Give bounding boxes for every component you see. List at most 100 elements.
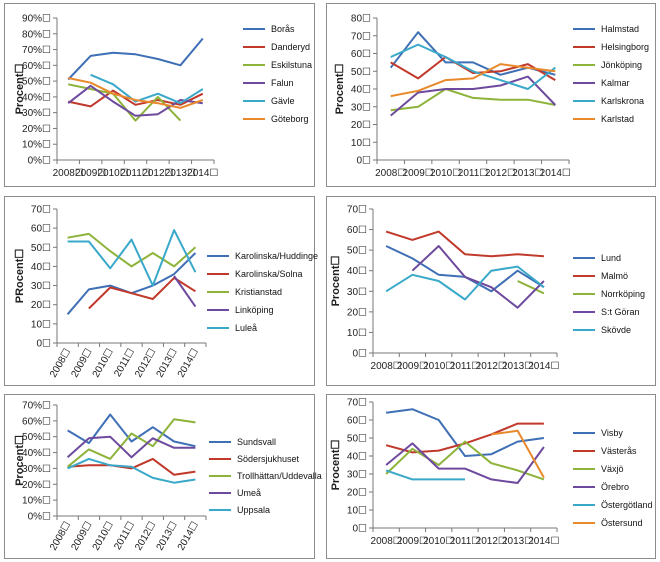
legend-swatch xyxy=(573,504,595,506)
legend-swatch xyxy=(573,46,595,48)
legend-label: Östersund xyxy=(601,518,643,528)
y-axis-title: Procent☐ xyxy=(14,63,26,114)
x-tick-label: 2012☐ xyxy=(485,168,516,179)
y-tick-label: 10☐ xyxy=(31,319,51,330)
legend-label: Södersjukhuset xyxy=(237,454,300,464)
x-tick-label: 2010☐ xyxy=(97,168,128,179)
legend-label: Halmstad xyxy=(601,24,640,34)
x-tick-label: 2008☐ xyxy=(53,168,84,179)
y-axis-title: Procent☐ xyxy=(334,63,346,114)
chart-svg: 0☐ 10☐ 20☐ 30☐ 40☐ 50☐ 60☐ 70☐ Procent☐ 2008☐2009… xyxy=(330,205,559,373)
legend-swatch xyxy=(573,82,595,84)
series-line-sk-vde xyxy=(385,265,545,301)
x-tick-label: 2014☐ xyxy=(528,361,559,372)
legend-label: Kristianstad xyxy=(235,287,283,297)
legend-swatch xyxy=(243,118,265,120)
x-tick-label: 2010☐ xyxy=(91,520,116,553)
y-tick-label: 20☐ xyxy=(351,120,371,131)
legend-label: Jönköping xyxy=(601,60,643,70)
y-tick-label: 0☐ xyxy=(36,339,51,350)
legend-swatch xyxy=(243,46,265,48)
y-tick-label: 70☐ xyxy=(347,205,367,216)
legend-label: Sundsvall xyxy=(237,437,277,447)
legend-swatch xyxy=(573,468,595,470)
series-line-v-ster-s xyxy=(385,422,544,454)
y-tick-label: 60%☐ xyxy=(22,416,51,427)
x-tick-label: 2008☐ xyxy=(375,168,406,179)
series-line-malm- xyxy=(385,230,544,258)
x-tick-label: 2009☐ xyxy=(75,168,106,179)
y-tick-label: 20☐ xyxy=(347,307,367,318)
chart-svg: 0☐10☐20☐30☐40☐50☐60☐70☐80☐Procent☐2008☐2… xyxy=(334,14,571,180)
legend-label: Linköping xyxy=(235,305,274,315)
legend-label: Malmö xyxy=(601,271,629,281)
chart-svg: 0☐ 10☐ 20☐ 30☐ 40☐ 50☐ 60☐ 70☐ Procent☐ 2008☐2009… xyxy=(330,398,559,548)
series-line--stersund xyxy=(491,429,545,479)
legend-swatch xyxy=(573,486,595,488)
y-tick-label: 30☐ xyxy=(347,470,367,481)
series-line-karolinska-huddinge xyxy=(66,252,197,315)
y-tick-label: 60%☐ xyxy=(22,61,51,72)
legend-label: Lund xyxy=(601,253,622,263)
series-line-bor-s xyxy=(67,37,204,81)
legend-label: Skövde xyxy=(601,325,632,335)
legend-label: Gävle xyxy=(271,96,295,106)
series-line--sterg-tland xyxy=(385,469,465,481)
x-tick-label: 2010☐ xyxy=(423,536,454,547)
y-tick-label: 80%☐ xyxy=(22,29,51,40)
x-tick-label: 2014☐ xyxy=(176,520,201,553)
x-tick-label: 2008☐ xyxy=(371,536,402,547)
legend-label: Östergötland xyxy=(601,500,653,510)
legend-swatch xyxy=(573,275,595,277)
series-line-g-vle xyxy=(90,73,204,105)
x-tick-label: 2013☐ xyxy=(502,536,533,547)
y-axis-title: Procent☐ xyxy=(14,435,26,486)
legend-swatch xyxy=(207,291,229,293)
legend-swatch xyxy=(243,100,265,102)
legend-label: Karolinska/Solna xyxy=(235,269,303,279)
series-line-j-nk-ping xyxy=(390,88,556,112)
legend-label: Karlstad xyxy=(601,114,635,124)
y-tick-label: 0☐ xyxy=(352,524,367,535)
legend-swatch xyxy=(573,64,595,66)
series-line-uppsala xyxy=(67,457,196,484)
legend-label: Örebro xyxy=(601,482,630,492)
x-tick-label: 2009☐ xyxy=(397,361,428,372)
x-tick-label: 2014☐ xyxy=(528,536,559,547)
x-tick-label: 2012☐ xyxy=(476,361,507,372)
series-line-link-ping xyxy=(173,275,197,308)
legend-swatch xyxy=(209,475,231,477)
series-line-falun xyxy=(67,84,203,117)
y-axis-title: Procent☐ xyxy=(330,255,342,306)
chart-panel-5: 0%☐ 10%☐ 20%☐ 30%☐ 40%☐ 50%☐ 60%☐ 70%☐ Procent☐ 2… xyxy=(4,394,322,559)
chart-panel-2: 0☐ 10☐ 20☐ 30☐ 40☐ 50☐ 60☐ 70☐ 80☐ Procent☐ 2008☐ 2… xyxy=(326,3,656,187)
legend-label: Trollhättan/Uddevalla xyxy=(237,471,322,481)
y-tick-label: 60☐ xyxy=(347,416,367,427)
y-tick-label: 70☐ xyxy=(347,398,367,409)
x-tick-label: 2010☐ xyxy=(423,361,454,372)
legend-label: Danderyd xyxy=(271,42,311,52)
x-tick-label: 2011☐ xyxy=(120,168,151,179)
legend-swatch xyxy=(573,293,595,295)
y-tick-label: 70%☐ xyxy=(22,45,51,56)
series-line-danderyd xyxy=(67,89,204,108)
y-tick-label: 40☐ xyxy=(347,266,367,277)
y-tick-label: 0%☐ xyxy=(28,512,51,523)
y-tick-label: 20☐ xyxy=(347,488,367,499)
legend-swatch xyxy=(573,329,595,331)
series-line-sundsvall xyxy=(67,413,196,448)
series-line-v-xj- xyxy=(385,440,545,481)
x-tick-label: 2014☐ xyxy=(187,168,218,179)
y-tick-label: 40%☐ xyxy=(22,92,51,103)
legend-label: Borås xyxy=(271,24,295,34)
chart-panel-1: 0%☐ 10%☐ 20%☐ 30%☐ 40%☐ 50%☐ 60%☐ 70%☐ 80%☐ 90%☐ P… xyxy=(4,3,315,187)
legend-swatch xyxy=(209,492,231,494)
x-tick-label: 2011☐ xyxy=(458,168,489,179)
legend-swatch xyxy=(573,118,595,120)
legend-swatch xyxy=(207,327,229,329)
chart-svg: 0☐10☐20☐30☐40☐50☐60☐70☐PRocent☐2008☐2009… xyxy=(14,205,207,380)
series-line-kristianstad xyxy=(67,232,197,268)
x-tick-label: 2014☐ xyxy=(540,168,571,179)
y-tick-label: 20%☐ xyxy=(22,124,51,135)
legend-swatch xyxy=(207,309,229,311)
